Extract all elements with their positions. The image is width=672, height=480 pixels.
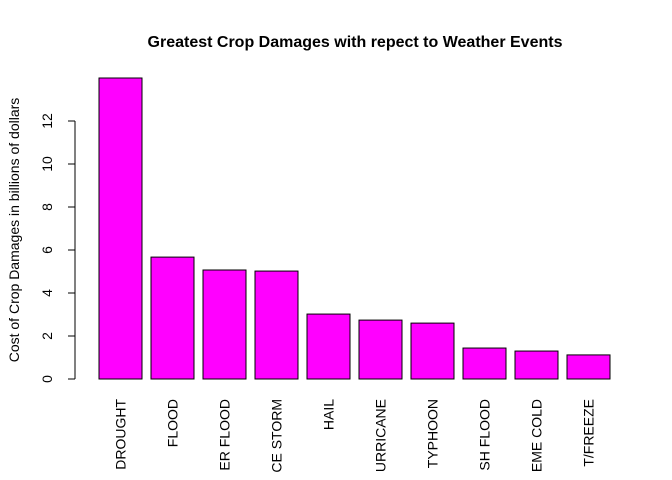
bar xyxy=(150,256,195,380)
bar xyxy=(202,269,247,380)
x-tick-label: SH FLOOD xyxy=(477,399,493,471)
y-tick-label: 10 xyxy=(39,156,55,172)
bar xyxy=(358,319,403,380)
bar xyxy=(98,77,143,380)
bar xyxy=(566,354,611,380)
y-axis-label: Cost of Crop Damages in billions of doll… xyxy=(6,98,22,363)
y-tick-label: 4 xyxy=(39,289,55,297)
chart-title: Greatest Crop Damages with repect to Wea… xyxy=(148,34,563,51)
x-tick-label: T/FREEZE xyxy=(581,399,597,467)
y-tick-label: 0 xyxy=(39,375,55,383)
x-tick-label: HAIL xyxy=(321,399,337,430)
bar xyxy=(514,350,559,380)
x-tick-label: TYPHOON xyxy=(425,399,441,468)
y-tick-label: 2 xyxy=(39,332,55,340)
x-tick-label: FLOOD xyxy=(165,399,181,447)
y-tick-label: 6 xyxy=(39,246,55,254)
x-tick-label: CE STORM xyxy=(269,399,285,473)
bar xyxy=(410,322,455,380)
x-tick-label: EME COLD xyxy=(529,399,545,472)
y-tick-label: 8 xyxy=(39,203,55,211)
x-tick-label: DROUGHT xyxy=(113,399,129,470)
x-tick-label: URRICANE xyxy=(373,399,389,472)
bar xyxy=(254,270,299,380)
bar xyxy=(306,313,351,380)
y-tick-label: 12 xyxy=(39,113,55,129)
bar xyxy=(462,347,507,380)
x-tick-label: ER FLOOD xyxy=(217,399,233,471)
